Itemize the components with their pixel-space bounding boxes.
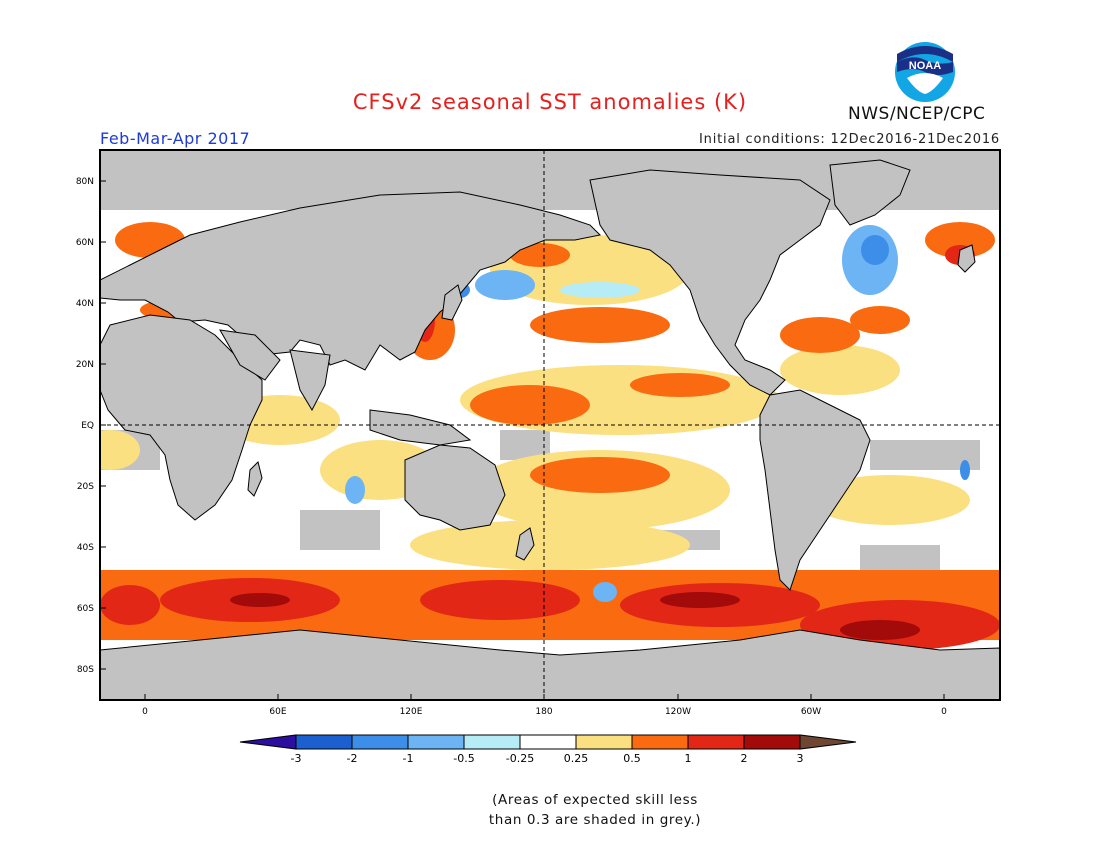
skill-note-line-1: (Areas of expected skill less <box>492 792 698 808</box>
india <box>289 349 331 412</box>
north-america <box>589 169 831 396</box>
lat-label-80s: 80S <box>77 665 94 675</box>
legend-swatch <box>463 734 521 750</box>
british-isles <box>957 244 976 273</box>
legend-swatch <box>351 734 409 750</box>
greenland <box>829 159 911 226</box>
legend-swatch <box>407 734 465 750</box>
very-strong-positive-anomalies <box>230 592 920 640</box>
lat-label-20n: 20N <box>76 360 94 370</box>
strong-positive-anomalies <box>100 245 1000 650</box>
legend-swatch <box>519 734 577 750</box>
legend-swatch <box>687 734 745 750</box>
new-zealand <box>515 527 535 561</box>
legend-labels: -3 -2 -1 -0.5 -0.25 0.25 0.5 1 2 3 <box>291 752 804 765</box>
lat-label-20s: 20S <box>77 482 94 492</box>
legend-label: 2 <box>741 752 748 765</box>
legend-label: 0.25 <box>564 752 589 765</box>
legend-label: 1 <box>685 752 692 765</box>
australia <box>404 444 506 531</box>
lat-label-40n: 40N <box>76 299 94 309</box>
legend-label: -0.5 <box>453 752 474 765</box>
season-label: Feb-Mar-Apr 2017 <box>100 129 251 148</box>
antarctica <box>100 629 1000 700</box>
legend-swatch <box>631 734 689 750</box>
skill-note: (Areas of expected skill less than 0.3 a… <box>430 790 760 830</box>
madagascar <box>247 461 263 497</box>
lat-label-60s: 60S <box>77 604 94 614</box>
legend-swatches <box>239 734 857 750</box>
negative-anomalies <box>345 225 970 602</box>
lat-label-60n: 60N <box>76 238 94 248</box>
legend-label: -0.25 <box>506 752 534 765</box>
lon-label-120e: 120E <box>400 707 423 717</box>
axis-ticks <box>100 180 945 700</box>
japan <box>441 284 463 321</box>
legend-swatch-above-max <box>799 734 857 750</box>
lon-label-120w: 120W <box>665 707 691 717</box>
legend-swatch <box>575 734 633 750</box>
initial-conditions-label: Initial conditions: 12Dec2016-21Dec2016 <box>699 132 1000 147</box>
noaa-logo: NOAA <box>895 42 955 102</box>
legend-label: 0.5 <box>623 752 641 765</box>
lon-label-0-east: 0 <box>941 707 947 717</box>
legend-label: -2 <box>347 752 358 765</box>
legend-label: -3 <box>291 752 302 765</box>
legend-swatch <box>295 734 353 750</box>
lon-label-180: 180 <box>535 707 552 717</box>
legend-swatch <box>743 734 801 750</box>
indonesia <box>369 409 472 446</box>
legend-label: 3 <box>797 752 804 765</box>
land-masses <box>100 159 1000 700</box>
lat-label-80n: 80N <box>76 177 94 187</box>
eurasia <box>100 191 602 371</box>
lon-label-60e: 60E <box>269 707 286 717</box>
agency-label: NWS/NCEP/CPC <box>848 104 986 124</box>
arabia <box>219 329 281 381</box>
lat-label-40s: 40S <box>77 543 94 553</box>
legend-label: -1 <box>403 752 414 765</box>
lon-label-60w: 60W <box>801 707 821 717</box>
skill-note-line-2: than 0.3 are shaded in grey.) <box>488 812 702 828</box>
lat-label-eq: EQ <box>81 421 94 431</box>
logo-text: NOAA <box>909 60 941 72</box>
legend-swatch-below-min <box>239 734 297 750</box>
map-title: CFSv2 seasonal SST anomalies (K) <box>352 90 748 114</box>
south-america <box>759 389 871 591</box>
africa <box>100 314 263 521</box>
lon-label-0-west: 0 <box>142 707 148 717</box>
